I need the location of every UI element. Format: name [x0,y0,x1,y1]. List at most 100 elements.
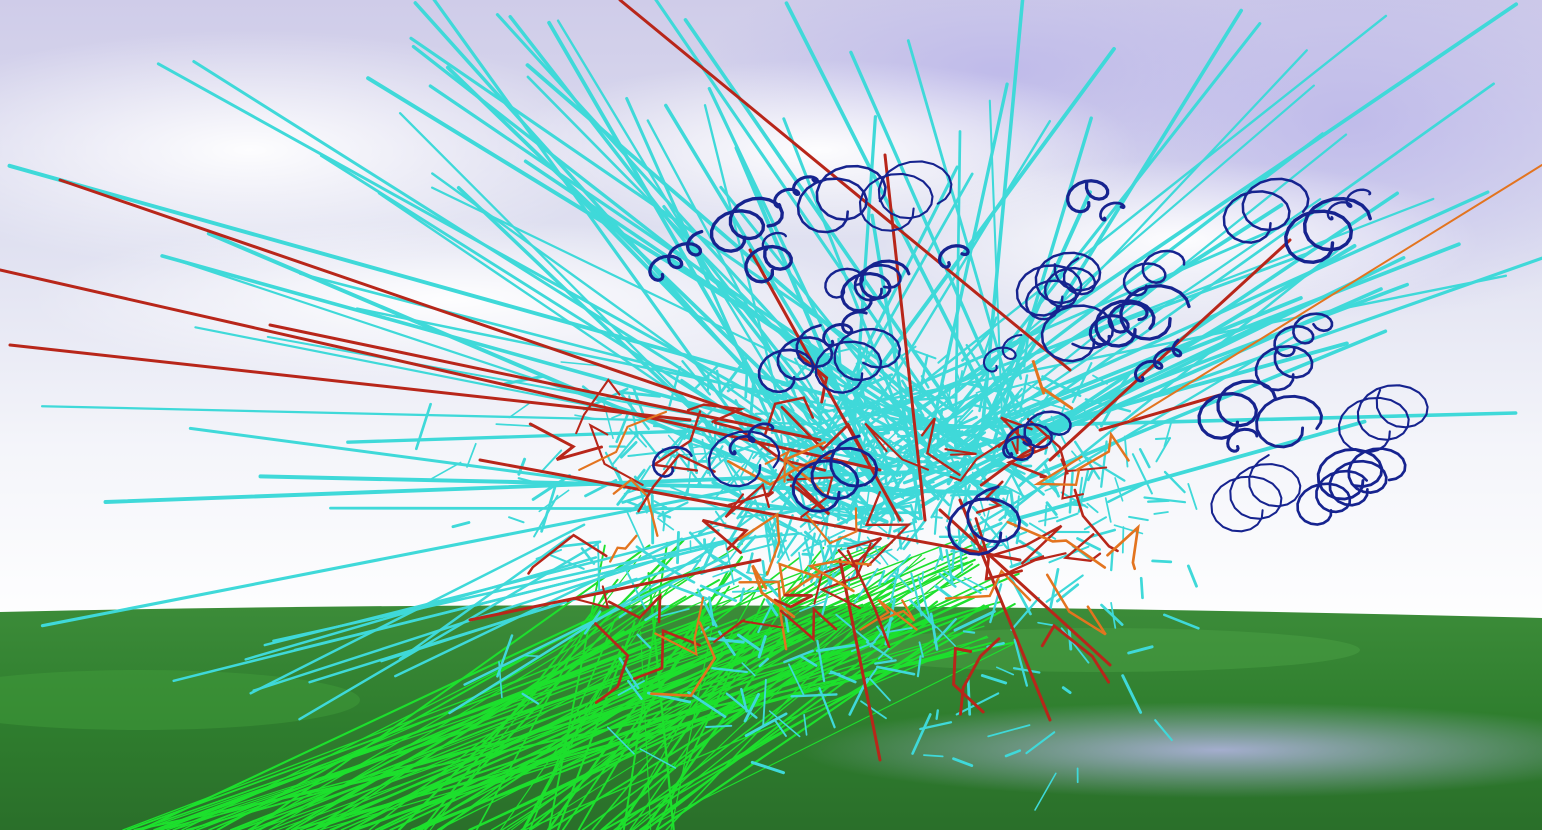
cyan-short-track [799,600,827,613]
red-orange-track [713,421,827,472]
cyan-short-track [916,655,922,678]
cyan-long-track [547,20,781,422]
green-track [309,542,977,830]
navy-spiral-track [791,434,879,513]
red-orange-track [527,533,608,575]
red-orange-track [607,592,662,624]
cyan-short-track [989,583,1003,624]
cyan-short-track [778,523,814,541]
cyan-short-track [783,465,792,475]
cyan-short-track [777,530,790,561]
cyan-short-track [744,712,788,737]
navy-spiral-track [1284,196,1372,265]
cyan-short-track [714,510,726,526]
cyan-short-track [765,598,779,617]
red-orange-track [701,518,749,555]
red-orange-track [738,512,781,576]
cyan-long-track [409,36,958,414]
cyan-short-track [961,329,993,362]
navy-spiral-track [1088,301,1149,347]
cyan-short-track [655,608,690,619]
green-track [185,601,1001,830]
cyan-short-track [945,548,954,585]
green-track [350,628,913,830]
green-track [234,583,864,830]
cyan-short-track [1127,645,1154,655]
green-track [600,582,895,830]
cyan-long-track [906,39,1019,419]
cyan-long-track [570,188,814,439]
green-track [500,584,672,830]
cyan-short-track [1010,596,1040,631]
cyan-short-track [802,529,846,552]
cyan-short-track [618,657,640,690]
cyan-short-track [1034,772,1057,811]
cyan-short-track [636,633,652,649]
cyan-short-track [556,540,602,549]
red-orange-track [837,536,883,568]
cyan-short-track [743,692,760,723]
cyan-short-track [911,713,932,755]
cyan-long-track [683,18,959,416]
green-track [577,571,729,830]
cyan-short-track [702,418,722,463]
red-orange-track [575,378,621,435]
cyan-short-track [996,666,1015,676]
cyan-long-track [971,190,1092,452]
orange-track [1129,164,1542,421]
navy-spiral-track [728,422,775,456]
red-orange-track [609,534,638,563]
cyan-short-track [607,726,635,755]
green-track [268,629,773,830]
navy-spiral-track [761,231,787,252]
green-track [156,616,823,830]
cyan-short-track [1078,476,1084,503]
cyan-short-track [711,667,748,674]
cyan-short-track [938,544,944,561]
cyan-short-track [886,463,904,487]
cyan-short-track [740,687,748,713]
cyan-long-track [861,119,1052,429]
red-orange-track [612,478,659,537]
navy-spiral-track [824,267,865,299]
red-orange-track [778,562,822,598]
navy-spiral-track [1025,257,1097,321]
cyan-short-track [790,693,838,698]
red-orange-track [528,422,603,462]
cyan-short-track [1004,749,1022,758]
red-track [1098,393,1222,432]
red-track [958,498,1052,722]
navy-spiral-track [937,244,970,269]
cyan-short-track [1155,437,1171,463]
cyan-short-track [686,425,698,475]
cyan-short-track [1154,719,1173,742]
red-orange-track [952,646,985,714]
navy-spiral-track [947,485,1022,556]
cyan-short-track [1154,437,1172,441]
cyan-short-track [758,657,770,668]
red-orange-track [1045,573,1107,636]
cyan-short-track [657,517,675,531]
red-orange-track [566,585,610,609]
cyan-short-track [611,413,622,419]
cyan-long-track [856,256,1406,526]
red-orange-track [944,448,977,456]
cyan-long-track [931,341,1349,460]
cyan-short-track [963,576,988,591]
green-track [126,605,737,830]
cyan-short-track [1121,674,1143,714]
green-track [640,631,652,830]
cyan-short-track [889,568,900,604]
cyan-short-track [790,535,813,557]
red-orange-track [780,405,869,461]
cyan-short-track [524,654,540,657]
cyan-long-track [556,19,795,413]
cyan-short-track [1048,568,1060,612]
navy-spiral-track [1254,344,1314,392]
cyan-long-track [160,254,1012,494]
red-orange-track [1006,445,1049,479]
cyan-long-track [192,59,921,521]
cyan-short-track [1061,686,1072,695]
cyan-ground-track [263,529,720,647]
